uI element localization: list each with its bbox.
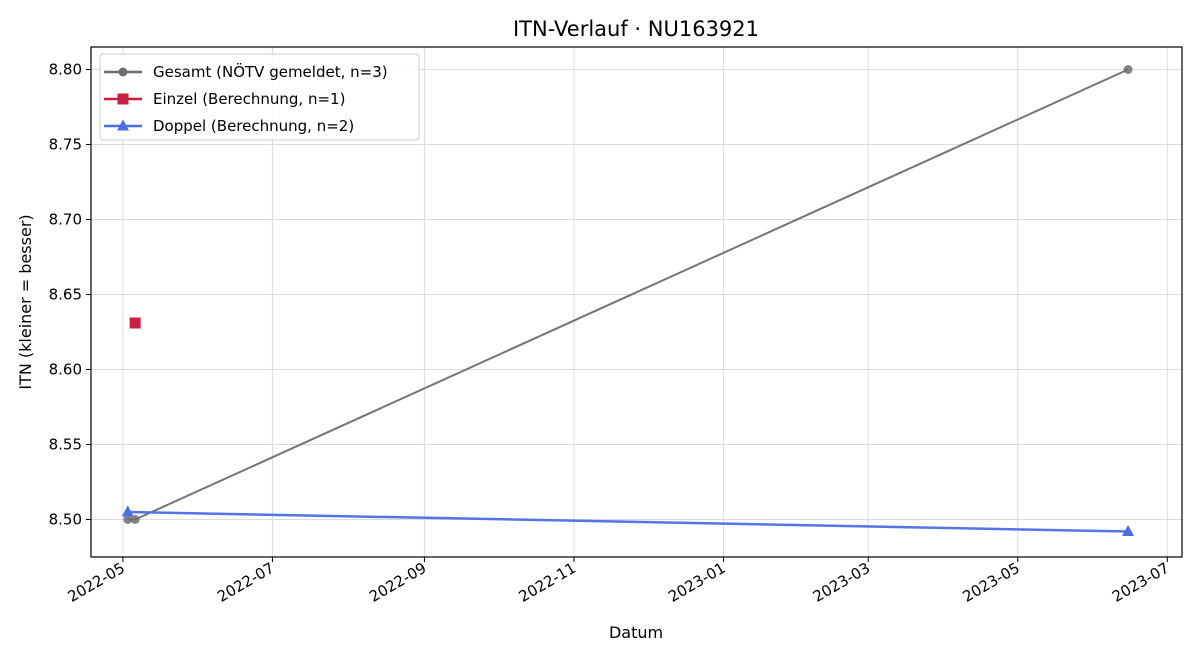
data-point-gesamt xyxy=(1123,65,1133,74)
tick-layer: 8.50 8.55 8.60 8.65 8.70 8.75 8.80 2022-05 2022-… xyxy=(49,61,1173,606)
y-tick-label: 8.70 xyxy=(49,211,82,229)
data-point-einzel xyxy=(129,317,141,329)
series-layer xyxy=(121,65,1135,536)
legend-label-gesamt: Gesamt (NÖTV gemeldet, n=3) xyxy=(153,62,388,81)
legend-marker-doppel xyxy=(117,119,129,131)
legend-box xyxy=(99,53,420,141)
grid-layer xyxy=(91,47,1182,557)
y-tick-label: 8.80 xyxy=(49,61,82,79)
x-tick-label: 2022-09 xyxy=(366,559,429,606)
x-tick-label: 2023-01 xyxy=(665,559,728,606)
x-tick-label: 2023-03 xyxy=(810,559,873,606)
legend-marker-gesamt xyxy=(118,67,128,77)
data-point-doppel xyxy=(1122,525,1135,536)
x-tick-label: 2022-05 xyxy=(65,559,128,606)
y-tick-label: 8.50 xyxy=(49,511,82,529)
x-tick-label: 2023-05 xyxy=(959,559,1022,606)
legend-marker-einzel xyxy=(117,93,129,105)
y-tick-label: 8.60 xyxy=(49,361,82,379)
data-point-doppel xyxy=(121,505,134,517)
plot-frame xyxy=(90,46,1183,558)
chart-title: ITN-Verlauf · NU163921 xyxy=(513,17,759,41)
legend-label-doppel: Doppel (Berechnung, n=2) xyxy=(153,117,354,135)
x-tick-label: 2023-07 xyxy=(1109,559,1172,606)
x-axis-label: Datum xyxy=(609,623,663,642)
series-line-doppel xyxy=(127,510,1129,533)
data-point-gesamt xyxy=(130,515,140,524)
y-axis-label: ITN (kleiner = besser) xyxy=(16,214,35,389)
x-tick-label: 2022-07 xyxy=(214,559,277,606)
y-tick-label: 8.55 xyxy=(49,436,82,454)
legend: Gesamt (NÖTV gemeldet, n=3) Einzel (Berec… xyxy=(99,53,420,141)
x-tick-label: 2022-11 xyxy=(516,559,579,606)
data-point-gesamt xyxy=(123,515,133,524)
y-tick-label: 8.75 xyxy=(49,136,82,154)
legend-label-einzel: Einzel (Berechnung, n=1) xyxy=(153,90,345,108)
y-tick-label: 8.65 xyxy=(49,286,82,304)
